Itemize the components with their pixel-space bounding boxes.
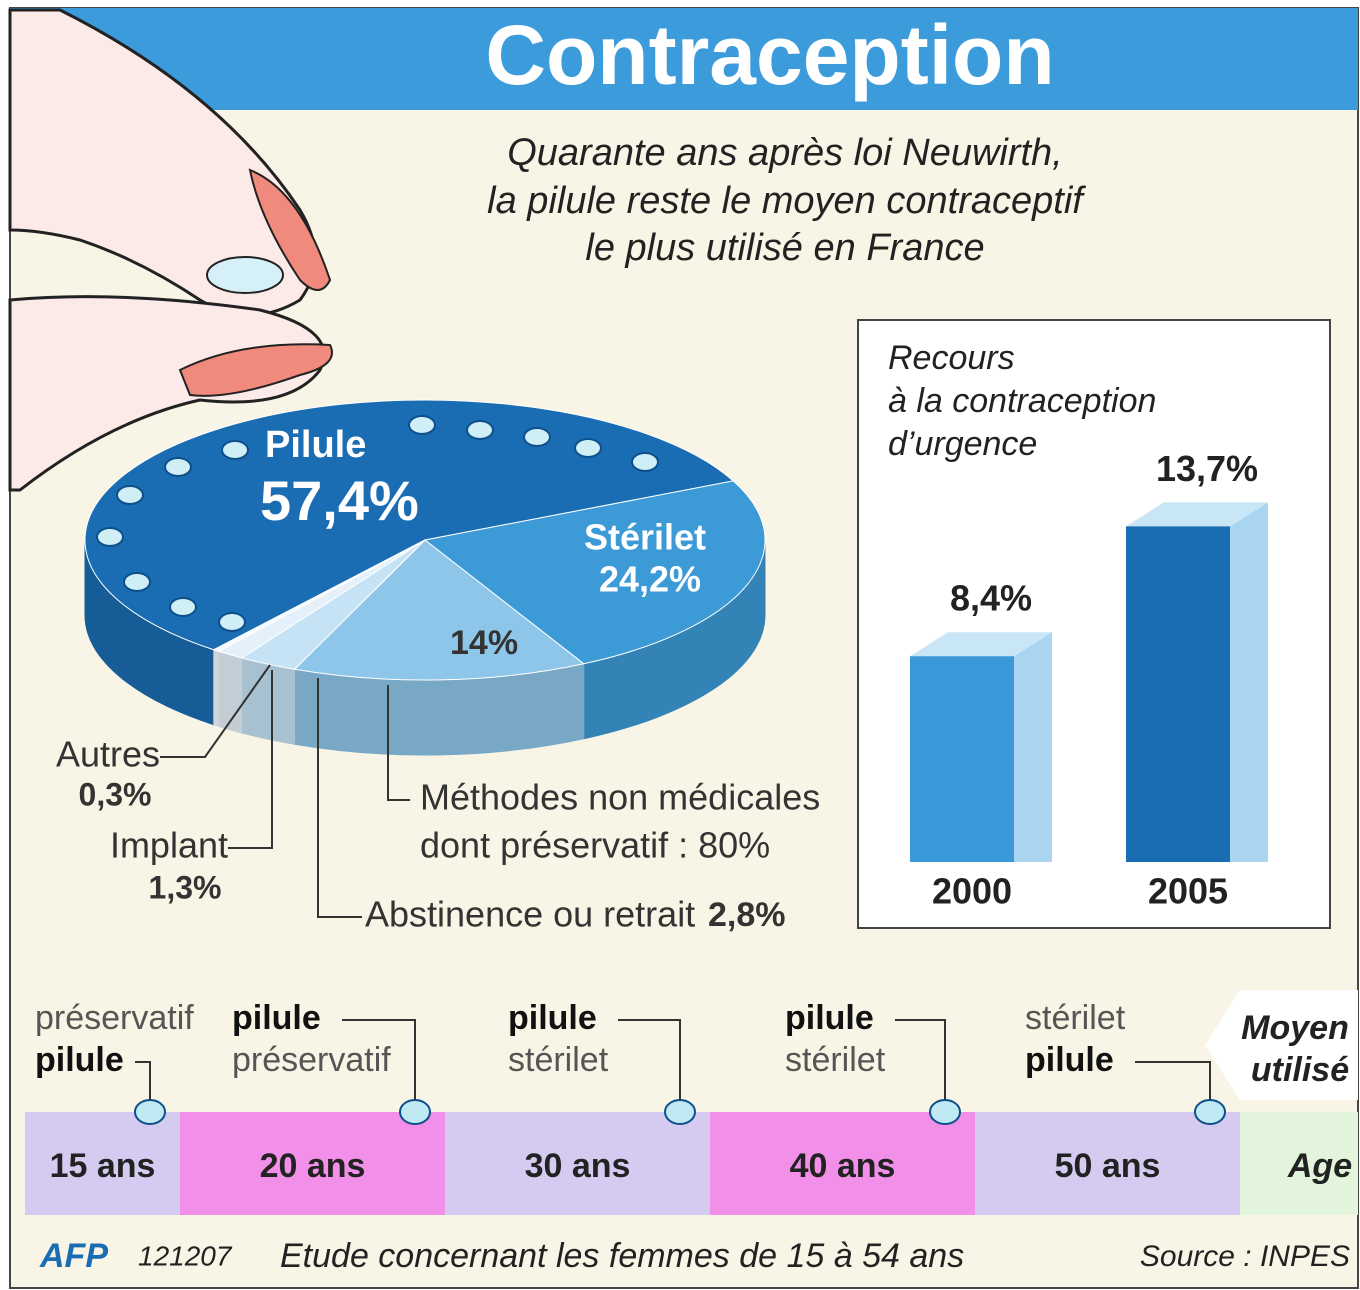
subtitle: Quarante ans après loi Neuwirth,	[507, 132, 1063, 174]
bar-category-label: 2000	[932, 871, 1012, 912]
slice-label: Abstinence ou retrait	[365, 894, 695, 935]
slice-value: 14%	[450, 624, 518, 662]
slice-value: 1,3%	[149, 869, 222, 905]
pie-side	[242, 658, 295, 744]
bar-value-label: 13,7%	[1156, 448, 1258, 489]
footer-code: 121207	[138, 1240, 233, 1271]
method-label: pilule	[232, 999, 321, 1037]
connector-dot	[1195, 1100, 1225, 1124]
method-label: stérilet	[508, 1041, 609, 1079]
footer-note: Etude concernant les femmes de 15 à 54 a…	[280, 1237, 964, 1275]
pie-side	[214, 650, 219, 727]
method-label: pilule	[35, 1041, 124, 1079]
method-label: stérilet	[785, 1041, 886, 1079]
bar-title: Recours	[888, 339, 1015, 377]
footer-agency: AFP	[39, 1237, 108, 1275]
age-axis-label: Age	[1287, 1147, 1352, 1185]
method-label: stérilet	[1025, 999, 1126, 1037]
age-label: 50 ans	[1055, 1147, 1161, 1185]
infographic: Contraception Quarante ans après loi Neu…	[0, 0, 1360, 1290]
bar-value-label: 8,4%	[950, 578, 1032, 619]
slice-label: Stérilet	[584, 517, 706, 558]
bar-title: d’urgence	[888, 425, 1037, 463]
connector-dot	[135, 1100, 165, 1124]
title: Contraception	[485, 8, 1054, 102]
connector-dot	[665, 1100, 695, 1124]
timeline-legend: Moyen	[1241, 1009, 1349, 1047]
timeline-legend: utilisé	[1251, 1051, 1349, 1089]
annotation: dont préservatif : 80%	[420, 825, 770, 866]
subtitle: le plus utilisé en France	[585, 227, 984, 269]
age-label: 15 ans	[50, 1147, 156, 1185]
method-label: pilule	[785, 999, 874, 1037]
slice-label: Méthodes non médicales	[420, 777, 820, 818]
slice-value: 57,4%	[260, 469, 419, 532]
connector-dot	[400, 1100, 430, 1124]
slice-label: Implant	[110, 825, 228, 866]
method-label: pilule	[508, 999, 597, 1037]
method-label: préservatif	[232, 1041, 391, 1079]
slice-value: 0,3%	[79, 776, 152, 812]
bar-side	[1230, 502, 1268, 862]
bar	[910, 656, 1014, 862]
age-label: 30 ans	[525, 1147, 631, 1185]
bar-title: à la contraception	[888, 382, 1156, 420]
slice-value: 2,8%	[708, 896, 786, 934]
slice-label: Pilule	[265, 424, 366, 466]
bar	[1126, 526, 1230, 862]
method-label: pilule	[1025, 1041, 1114, 1079]
connector-dot	[930, 1100, 960, 1124]
age-label: 40 ans	[790, 1147, 896, 1185]
slice-value: 24,2%	[599, 559, 701, 600]
method-label: préservatif	[35, 999, 194, 1037]
bar-side	[1014, 632, 1052, 862]
slice-label: Autres	[56, 734, 160, 775]
subtitle: la pilule reste le moyen contraceptif	[487, 180, 1086, 222]
age-label: 20 ans	[260, 1147, 366, 1185]
footer-source: Source : INPES	[1140, 1240, 1350, 1273]
bar-category-label: 2005	[1148, 871, 1228, 912]
